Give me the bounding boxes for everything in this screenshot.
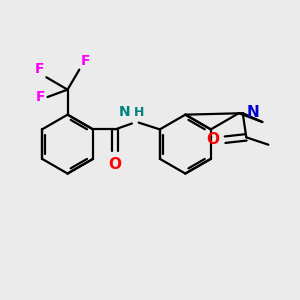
Text: N: N	[246, 105, 259, 120]
Text: F: F	[36, 90, 45, 104]
Text: F: F	[34, 61, 44, 76]
Text: O: O	[206, 132, 219, 147]
Text: N: N	[119, 105, 130, 119]
Text: F: F	[81, 54, 90, 68]
Text: H: H	[134, 106, 145, 119]
Text: O: O	[109, 157, 122, 172]
